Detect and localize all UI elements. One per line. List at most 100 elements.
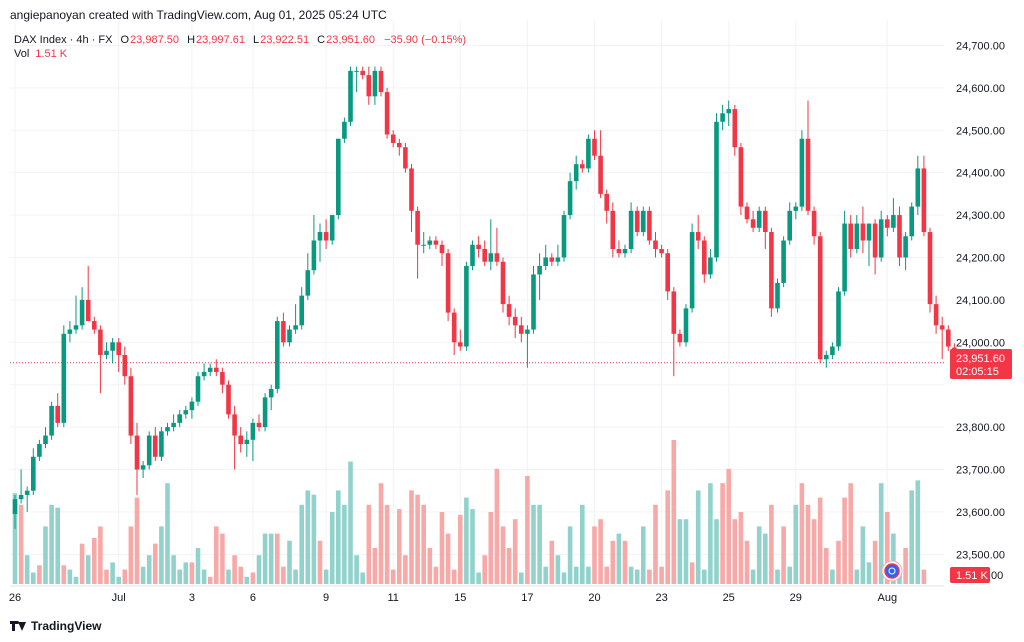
candle-body: [482, 248, 487, 262]
candle-body: [342, 121, 347, 139]
candle-body: [885, 219, 890, 228]
volume-label[interactable]: Vol: [14, 48, 30, 60]
chart-grid: [10, 20, 944, 587]
candle: [915, 155, 921, 216]
y-tick-label: 23,500.00: [956, 549, 1005, 561]
candle: [226, 380, 231, 419]
candle: [647, 206, 652, 245]
volume-bar: [140, 566, 146, 584]
candle: [134, 422, 140, 495]
volume-bar: [537, 504, 542, 584]
volume-bar: [354, 555, 359, 584]
volume-bar: [702, 569, 707, 584]
candle-body: [140, 465, 146, 470]
volume-bar: [189, 562, 195, 584]
volume-bar: [811, 519, 817, 584]
x-tick-label: 23: [655, 592, 667, 604]
candle-body: [653, 240, 658, 249]
candle: [488, 219, 494, 271]
candle: [592, 130, 597, 160]
volume-bar: [476, 572, 481, 584]
volume-bar: [226, 569, 231, 584]
volume-badge: 1.51 K: [950, 567, 990, 583]
tradingview-brand[interactable]: TradingView: [10, 619, 101, 633]
candle-body: [214, 367, 219, 372]
candle: [98, 325, 103, 394]
volume-bar: [763, 533, 768, 584]
candle: [61, 325, 67, 428]
volume-bar: [659, 566, 664, 584]
volume-bars: [12, 440, 927, 584]
candle: [775, 278, 780, 313]
x-tick-label: 29: [790, 592, 802, 604]
x-tick-label: Aug: [878, 592, 898, 604]
candle: [799, 130, 805, 211]
candle: [354, 66, 359, 93]
candle: [293, 304, 298, 334]
candle: [214, 359, 219, 377]
volume-bar: [769, 504, 774, 584]
candle-body: [348, 70, 353, 122]
y-tick-label: 24,200.00: [956, 252, 1005, 264]
volume-bar: [573, 566, 579, 584]
candle: [787, 202, 792, 245]
candle: [897, 206, 902, 266]
y-tick-label: 23,700.00: [956, 465, 1005, 477]
candle-body: [390, 134, 396, 143]
candle: [561, 210, 567, 262]
candle-body: [506, 304, 512, 317]
candle-body: [763, 210, 768, 233]
candle-body: [769, 232, 774, 309]
candle-body: [512, 316, 518, 326]
volume-bar: [519, 572, 524, 584]
candle-body: [805, 138, 811, 211]
volume-bar: [512, 519, 518, 584]
candle: [250, 418, 256, 462]
candle: [738, 142, 744, 216]
candle: [866, 223, 872, 266]
volume-bar: [336, 490, 341, 584]
volume-bar: [329, 512, 335, 584]
candle: [73, 295, 79, 334]
time-axis[interactable]: 26 Jul 3 6 9 11 15 17 20 23 25 29 Aug: [9, 592, 897, 604]
candle: [512, 308, 518, 339]
volume-bar: [720, 483, 725, 584]
volume-bar: [756, 526, 762, 584]
candle-body: [397, 142, 402, 148]
candle: [824, 350, 829, 368]
volume-bar: [73, 576, 79, 584]
symbol-label[interactable]: DAX Index · 4h · FX: [14, 34, 113, 46]
candle: [433, 236, 439, 249]
candle: [122, 346, 128, 385]
candle: [177, 410, 182, 428]
candle-body: [299, 295, 304, 326]
scroll-to-realtime-icon[interactable]: [881, 560, 903, 582]
x-tick-label: 25: [723, 592, 735, 604]
volume-bar: [183, 562, 189, 584]
y-tick-label: 24,100.00: [956, 295, 1005, 307]
y-tick-label: 00: [991, 570, 1003, 582]
candle: [732, 104, 738, 156]
candle: [238, 427, 243, 453]
volume-bar: [836, 540, 841, 584]
candle-body: [336, 138, 341, 216]
volume-bar: [390, 569, 396, 584]
candle: [464, 261, 469, 351]
candle-body: [92, 321, 97, 330]
volume-bar: [110, 562, 115, 584]
candle: [470, 240, 475, 271]
volume-bar: [49, 504, 54, 584]
candle: [885, 215, 890, 237]
candle-body: [641, 210, 646, 233]
price-axis[interactable]: 23,500.00 23,600.00 23,700.00 23,800.00 24,0…: [956, 40, 1005, 582]
candle: [580, 159, 585, 173]
candle-body: [116, 342, 121, 356]
volume-bar: [689, 562, 695, 584]
candle-body: [128, 376, 134, 436]
candle: [67, 321, 73, 343]
volume-bar: [726, 468, 731, 584]
candle: [31, 448, 36, 495]
volume-bar: [262, 533, 268, 584]
volume-bar: [275, 533, 280, 584]
